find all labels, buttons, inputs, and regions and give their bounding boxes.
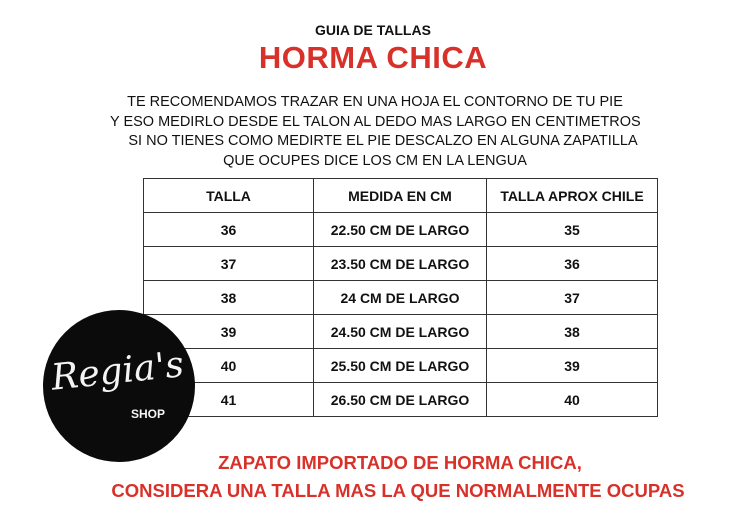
table-header-row: TALLA MEDIDA EN CM TALLA APROX CHILE	[143, 178, 658, 213]
cell-talla: 36	[143, 212, 314, 247]
cell-talla: 37	[143, 246, 314, 281]
cell-chile: 37	[486, 280, 658, 315]
subtitle: GUIA DE TALLAS	[315, 22, 431, 38]
table-row: 38 24 CM DE LARGO 37	[143, 280, 658, 315]
header-talla: TALLA	[143, 178, 314, 213]
cell-medida: 24.50 CM DE LARGO	[313, 314, 487, 349]
instruction-line: SI NO TIENES COMO MEDIRTE EL PIE DESCALZ…	[128, 133, 638, 149]
warning-line-2: CONSIDERA UNA TALLA MAS LA QUE NORMALMEN…	[111, 480, 685, 501]
instruction-line: Y ESO MEDIRLO DESDE EL TALON AL DEDO MAS…	[110, 113, 641, 130]
table-row: 39 24.50 CM DE LARGO 38	[143, 314, 658, 349]
table-row: 41 26.50 CM DE LARGO 40	[143, 382, 658, 417]
cell-chile: 40	[486, 382, 658, 417]
cell-medida: 24 CM DE LARGO	[313, 280, 487, 315]
cell-chile: 35	[486, 212, 658, 247]
cell-medida: 23.50 CM DE LARGO	[313, 246, 487, 281]
cell-medida: 22.50 CM DE LARGO	[313, 212, 487, 247]
cell-medida: 25.50 CM DE LARGO	[313, 348, 487, 383]
page-title: HORMA CHICA	[258, 40, 488, 75]
instruction-line: TE RECOMENDAMOS TRAZAR EN UNA HOJA EL CO…	[127, 94, 623, 110]
table-row: 37 23.50 CM DE LARGO 36	[143, 246, 658, 281]
logo-shop-text: SHOP	[131, 407, 166, 421]
cell-chile: 36	[486, 246, 658, 281]
cell-medida: 26.50 CM DE LARGO	[313, 382, 487, 417]
cell-chile: 39	[486, 348, 658, 383]
cell-chile: 38	[486, 314, 658, 349]
instruction-line: QUE OCUPES DICE LOS CM EN LA LENGUA	[223, 152, 527, 169]
table-row: 36 22.50 CM DE LARGO 35	[143, 212, 658, 247]
instructions: TE RECOMENDAMOS TRAZAR EN UNA HOJA EL CO…	[110, 93, 641, 171]
regias-shop-logo: Regia's SHOP	[43, 310, 195, 462]
header-talla-chile: TALLA APROX CHILE	[486, 178, 658, 213]
warning-line-1: ZAPATO IMPORTADO DE HORMA CHICA,	[218, 452, 582, 473]
cell-talla: 38	[143, 280, 314, 315]
table-row: 40 25.50 CM DE LARGO 39	[143, 348, 658, 383]
size-table: TALLA MEDIDA EN CM TALLA APROX CHILE 36 2…	[143, 178, 658, 417]
logo-script-text: Regia's	[49, 344, 186, 399]
header-medida: MEDIDA EN CM	[313, 178, 487, 213]
